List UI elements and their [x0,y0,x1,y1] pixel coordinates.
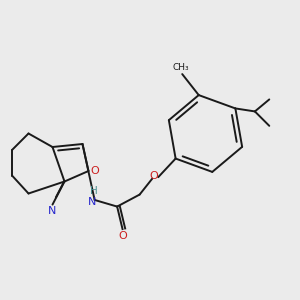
Text: O: O [119,231,128,241]
Text: O: O [91,166,100,176]
Text: CH₃: CH₃ [172,63,189,72]
Text: N: N [48,206,56,216]
Text: N: N [87,197,96,207]
Text: O: O [149,171,158,181]
Text: H: H [90,186,98,196]
